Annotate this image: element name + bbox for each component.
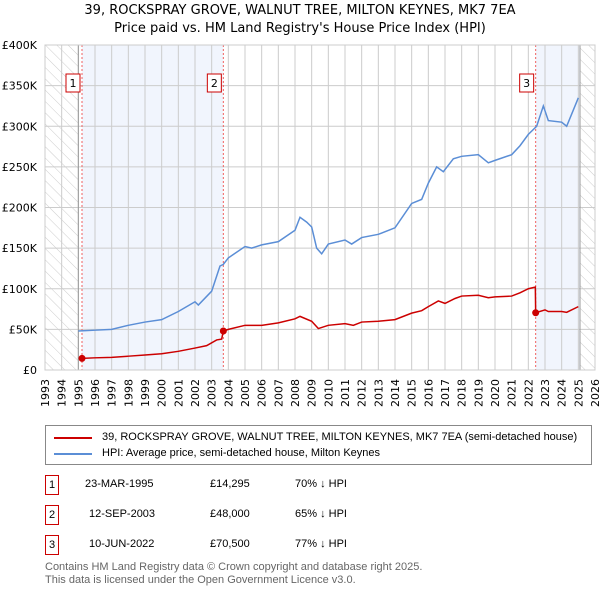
x-tick-label: 2010 xyxy=(322,379,335,407)
x-tick-label: 2005 xyxy=(239,379,252,407)
x-tick-label: 1993 xyxy=(39,379,52,407)
chart-subtitle: Price paid vs. HM Land Registry's House … xyxy=(114,21,486,36)
legend-label: HPI: Average price, semi-detached house,… xyxy=(102,447,381,459)
hpi-diff: 70% ↓ HPI xyxy=(295,478,347,490)
x-tick-label: 2007 xyxy=(272,379,285,407)
sale-price: £14,295 xyxy=(210,478,250,490)
sale-number-badge: 2 xyxy=(45,505,59,525)
sale-label-box xyxy=(65,73,81,93)
y-tick-label: £50K xyxy=(9,323,38,336)
x-tick-label: 2002 xyxy=(189,379,202,407)
x-tick-label: 1994 xyxy=(56,379,69,407)
price-chart: 1993 1994 1995 1996 1997 1998 1999 2000 2001 2002… xyxy=(2,39,600,407)
sale-label-box xyxy=(206,73,222,93)
sale-label: 3 xyxy=(523,77,530,90)
legend: 39, ROCKSPRAY GROVE, WALNUT TREE, MILTON… xyxy=(45,425,592,465)
sale-label-box xyxy=(519,73,535,93)
sale-point xyxy=(219,327,227,335)
x-tick-label: 1995 xyxy=(72,379,85,407)
footer-copyright: Contains HM Land Registry data © Crown c… xyxy=(45,561,423,573)
x-tick-label: 2024 xyxy=(556,379,569,407)
red-line-swatch xyxy=(54,436,92,439)
y-tick-label: £150K xyxy=(2,242,38,255)
x-tick-label: 2019 xyxy=(472,379,485,407)
y-tick-label: £400K xyxy=(2,39,38,52)
y-tick-label: £200K xyxy=(2,202,38,215)
series-line xyxy=(81,286,579,360)
x-tick-label: 2015 xyxy=(406,379,419,407)
x-tick-label: 2020 xyxy=(489,379,502,407)
series-line xyxy=(78,97,580,332)
x-tick-label: 2014 xyxy=(389,379,402,407)
sale-point xyxy=(78,354,86,362)
footer-licence: This data is licensed under the Open Gov… xyxy=(45,574,356,586)
y-tick-label: £350K xyxy=(2,80,38,93)
x-tick-label: 2026 xyxy=(589,379,600,407)
x-tick-label: 2006 xyxy=(256,379,269,407)
x-tick-label: 2001 xyxy=(172,379,185,407)
sale-price: £70,500 xyxy=(210,538,250,550)
sale-label: 1 xyxy=(70,77,77,90)
y-tick-label: £0 xyxy=(23,364,37,377)
x-tick-label: 2021 xyxy=(506,379,519,407)
x-tick-label: 1997 xyxy=(106,379,119,407)
sale-label: 2 xyxy=(211,77,218,90)
chart-title: 39, ROCKSPRAY GROVE, WALNUT TREE, MILTON… xyxy=(84,3,516,18)
x-tick-label: 2003 xyxy=(206,379,219,407)
x-tick-label: 2023 xyxy=(539,379,552,407)
x-tick-label: 1999 xyxy=(139,379,152,407)
plot-border xyxy=(44,44,596,371)
sale-date: 10-JUN-2022 xyxy=(89,538,155,550)
x-tick-label: 2013 xyxy=(372,379,385,407)
y-tick-label: £300K xyxy=(2,120,38,133)
sale-point xyxy=(532,309,540,317)
hpi-diff: 65% ↓ HPI xyxy=(295,508,347,520)
sale-date: 12-SEP-2003 xyxy=(89,508,156,520)
x-tick-label: 2016 xyxy=(422,379,435,407)
x-tick-label: 1996 xyxy=(89,379,102,407)
sale-number-badge: 1 xyxy=(45,475,59,495)
hpi-diff: 77% ↓ HPI xyxy=(295,538,347,550)
x-tick-label: 2000 xyxy=(156,379,169,407)
legend-label: 39, ROCKSPRAY GROVE, WALNUT TREE, MILTON… xyxy=(102,431,578,443)
x-tick-label: 2011 xyxy=(339,379,352,407)
sale-date: 23-MAR-1995 xyxy=(85,478,154,490)
x-tick-label: 2008 xyxy=(289,379,302,407)
x-tick-label: 2009 xyxy=(306,379,319,407)
x-tick-label: 2022 xyxy=(522,379,535,407)
x-tick-label: 2017 xyxy=(439,379,452,407)
x-tick-label: 1998 xyxy=(122,379,135,407)
x-tick-label: 2025 xyxy=(572,379,585,407)
blue-line-swatch xyxy=(54,452,92,455)
legend-item-property: 39, ROCKSPRAY GROVE, WALNUT TREE, MILTON… xyxy=(54,431,577,444)
legend-item-hpi: HPI: Average price, semi-detached house,… xyxy=(54,447,380,460)
x-tick-label: 2004 xyxy=(222,379,235,407)
y-tick-label: £100K xyxy=(2,283,38,296)
sale-price: £48,000 xyxy=(210,508,250,520)
y-tick-label: £250K xyxy=(2,161,38,174)
x-tick-label: 2018 xyxy=(456,379,469,407)
x-tick-label: 2012 xyxy=(356,379,369,407)
sale-number-badge: 3 xyxy=(45,535,59,555)
